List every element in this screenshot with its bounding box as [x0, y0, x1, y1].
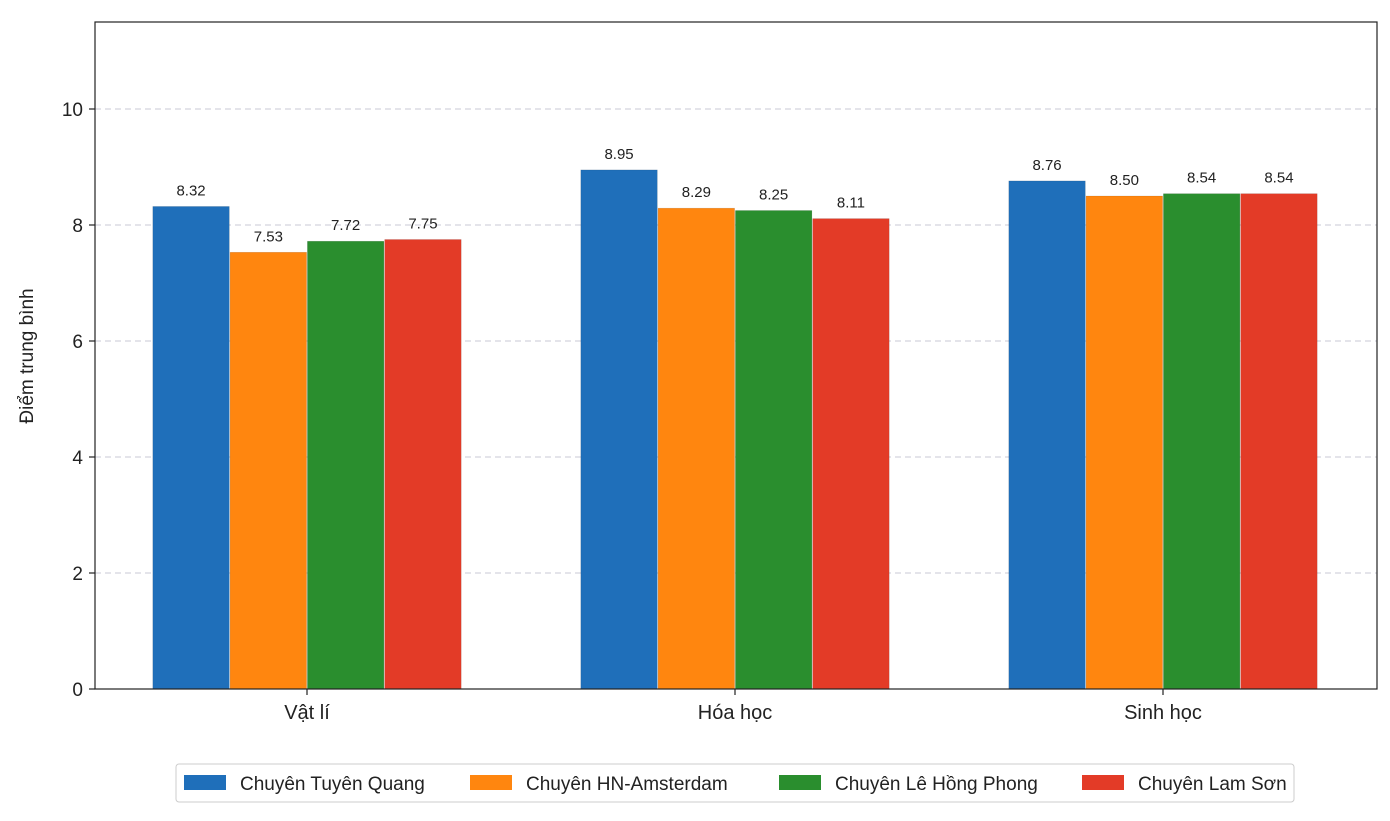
data-label: 7.72 — [331, 217, 360, 234]
x-tick-label: Hóa học — [698, 702, 773, 724]
bar — [1240, 193, 1318, 690]
y-tick-label: 0 — [72, 680, 83, 701]
y-tick-label: 8 — [72, 216, 83, 237]
legend-swatch — [470, 775, 512, 790]
x-tick-label: Vật lí — [284, 702, 330, 724]
x-tick-label: Sinh học — [1124, 702, 1202, 724]
bars — [152, 169, 1318, 690]
legend-swatch — [184, 775, 226, 790]
data-label: 8.11 — [837, 195, 865, 212]
legend-label: Chuyên HN-Amsterdam — [526, 774, 728, 795]
legend-swatch — [779, 775, 821, 790]
data-label: 8.95 — [604, 146, 633, 163]
data-label: 8.25 — [759, 187, 788, 204]
y-tick-label: 6 — [72, 332, 83, 353]
bar — [580, 169, 658, 690]
plot-frame — [94, 21, 1378, 690]
bar — [1008, 180, 1086, 690]
bar — [229, 251, 307, 690]
data-labels: 8.32 7.53 7.72 7.75 8.95 8.29 8.25 8.11 8.76 8.50… — [176, 146, 1293, 245]
data-label: 7.53 — [254, 228, 283, 245]
legend-label: Chuyên Tuyên Quang — [240, 774, 425, 795]
bar — [152, 206, 230, 690]
data-label: 7.75 — [408, 216, 437, 233]
y-tick-label: 2 — [72, 564, 83, 585]
data-label: 8.54 — [1187, 170, 1216, 187]
y-axis-ticks: 0 2 4 6 8 10 — [62, 100, 95, 701]
bar — [657, 207, 735, 690]
data-label: 8.54 — [1264, 170, 1293, 187]
data-label: 8.29 — [682, 184, 711, 201]
x-axis-ticks: Vật lí Hóa học Sinh học — [284, 689, 1202, 724]
y-tick-label: 4 — [72, 448, 83, 469]
data-label: 8.50 — [1110, 172, 1139, 189]
legend-label: Chuyên Lê Hồng Phong — [835, 774, 1038, 795]
legend: Chuyên Tuyên Quang Chuyên HN-Amsterdam Chu… — [175, 763, 1295, 803]
bar — [812, 218, 890, 690]
legend-label: Chuyên Lam Sơn — [1138, 774, 1287, 795]
y-tick-label: 10 — [62, 100, 83, 121]
bar — [1163, 193, 1241, 690]
bar — [307, 240, 385, 690]
y-axis-title: Điểm trung bình — [17, 288, 38, 423]
data-label: 8.32 — [176, 182, 205, 199]
legend-box — [175, 763, 1295, 803]
data-label: 8.76 — [1032, 157, 1061, 174]
legend-swatch — [1082, 775, 1124, 790]
bar — [1085, 195, 1163, 690]
bar — [384, 239, 462, 690]
bar — [735, 210, 813, 690]
